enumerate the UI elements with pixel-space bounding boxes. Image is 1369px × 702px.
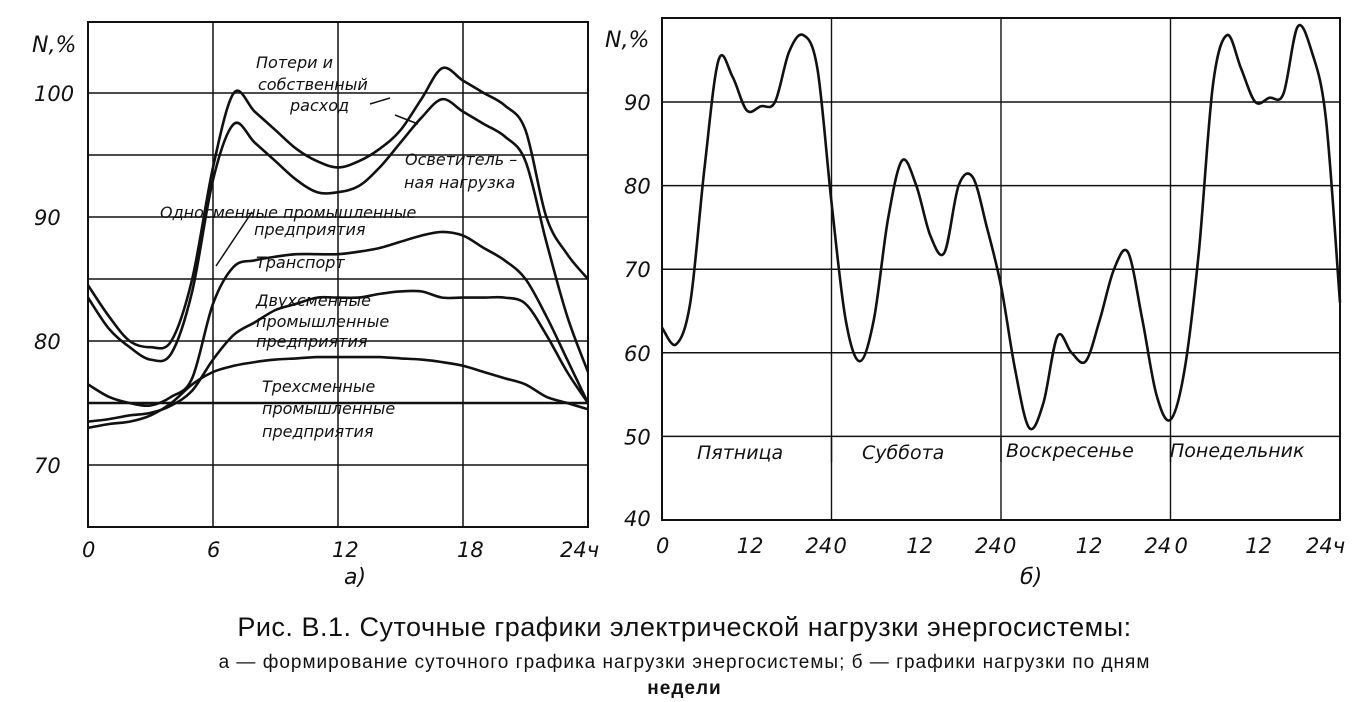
label-lighting-1: Осветитель – [405, 150, 517, 169]
figure-caption-line3: недели [647, 678, 722, 699]
panel-b-ylabel: N,% [605, 28, 649, 53]
label-triple-2: промышленные [262, 399, 395, 418]
panel-a-ytick-label: 90 [34, 206, 61, 230]
panel-b-xtick-label: 24 [806, 534, 833, 558]
panel-a-xtick-label: 0 [82, 538, 95, 562]
label-single-2: предприятия [254, 220, 366, 239]
label-double-1: Двухсменные [255, 291, 371, 310]
panel-a-series-line-6 [87, 355, 589, 430]
label-losses-2: собственный [258, 75, 368, 94]
leader-single [215, 211, 253, 267]
panel-a-label: а) [344, 565, 366, 590]
day-label-saturday: Суббота [862, 442, 944, 464]
panel-b-ytick-label: 60 [624, 342, 651, 366]
day-label-monday: Понедельник [1170, 440, 1305, 462]
label-losses-3: расход [289, 96, 349, 115]
panel-b-xtick-label: 0 [834, 534, 847, 558]
panel-b-xtick-label: 12 [1076, 534, 1103, 558]
label-double-2: промышленные [256, 312, 389, 331]
panel-b-ytick-label: 70 [624, 258, 651, 282]
panel-b-label: б) [1020, 565, 1042, 590]
panel-b-ytick-label: 80 [624, 175, 651, 199]
panel-a-ytick-label: 80 [34, 330, 61, 354]
panel-a-xtick-label: 24ч [560, 538, 599, 562]
day-label-friday: Пятница [697, 442, 783, 464]
panel-b-xtick-label: 24 [975, 534, 1002, 558]
panel-a-ytick-label: 100 [34, 82, 74, 106]
label-transport: Транспорт [256, 253, 345, 272]
panel-a-series-line-1 [86, 66, 589, 350]
label-triple-3: предприятия [262, 422, 374, 441]
panel-a-series-line-2 [86, 97, 590, 373]
label-single-1: Односменные промышленные [160, 203, 416, 222]
panel-b-series-line-1 [660, 23, 1342, 431]
panel-a-chart: 70 80 90 100 0 6 12 18 24ч N,% а) Потери и собс… [32, 21, 599, 590]
leader-losses [369, 97, 391, 105]
label-triple-1: Трехсменные [262, 377, 376, 396]
panel-a-leader-lines [215, 97, 419, 267]
panel-b-ytick-label: 90 [624, 91, 651, 115]
panel-b-xtick-label: 0 [656, 534, 669, 558]
panel-b-ytick-label: 50 [624, 425, 651, 449]
panel-a-series-line-4 [87, 289, 590, 423]
panel-b-xtick-label: 24 [1145, 534, 1172, 558]
figure-caption-line2: а — формирование суточного графика нагру… [218, 652, 1151, 673]
panel-b-xtick-label: 0 [1003, 534, 1016, 558]
panel-a-ylabel: N,% [32, 33, 76, 58]
panel-a-curve-labels: Потери и собственный расход Осветитель –… [160, 53, 517, 441]
figure-caption-title: Рис. В.1. Суточные графики электрической… [237, 612, 1132, 642]
label-lighting-2: ная нагрузка [404, 173, 515, 192]
label-losses-1: Потери и [256, 53, 333, 72]
panel-a-series-line-3 [87, 230, 590, 408]
leader-lighting [394, 114, 419, 125]
panel-a-ytick-label: 70 [34, 454, 61, 478]
panel-b-xtick-label: 12 [1245, 534, 1272, 558]
day-label-sunday: Воскресенье [1006, 440, 1134, 462]
panel-a-xtick-label: 18 [457, 538, 484, 562]
panel-b-xtick-label: 12 [906, 534, 933, 558]
panel-b-xtick-label: 12 [737, 534, 764, 558]
panel-b-xtick-label: 24ч [1306, 534, 1345, 558]
panel-a-xtick-label: 6 [207, 538, 220, 562]
panel-a-xtick-label: 12 [332, 538, 359, 562]
panel-b-xtick-label: 0 [1175, 534, 1188, 558]
panel-b-ytick-label: 40 [624, 507, 651, 531]
label-double-3: предприятия [256, 332, 368, 351]
